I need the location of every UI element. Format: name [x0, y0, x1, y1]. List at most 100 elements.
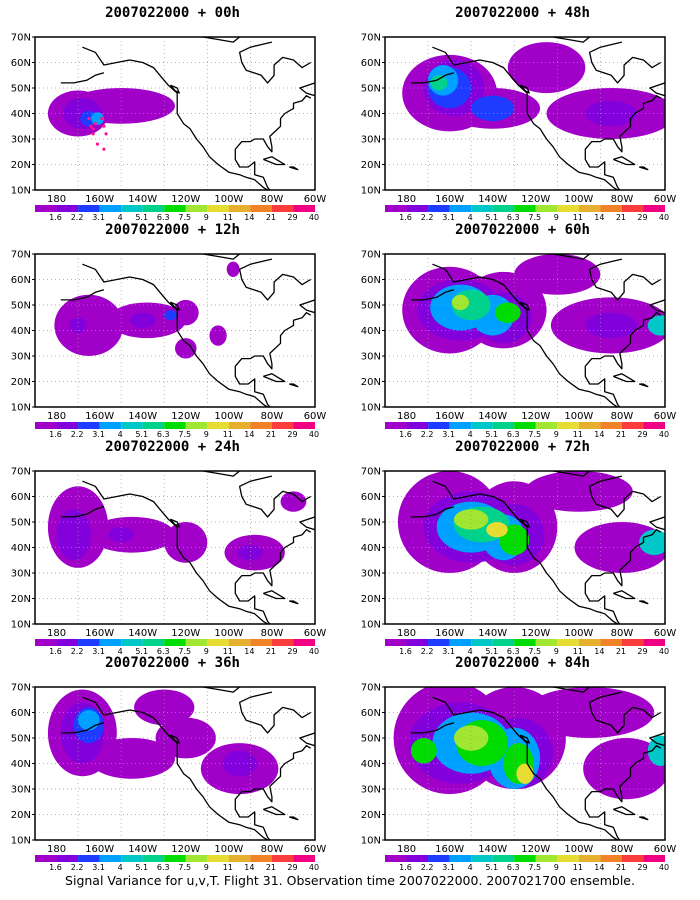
panel-title: 2007022000 + 60h: [455, 222, 590, 238]
coastline: [170, 301, 180, 311]
coastline: [263, 156, 286, 166]
colorbar-label: 4: [118, 863, 123, 870]
y-tick-label: 10N: [361, 836, 381, 847]
colorbar-swatch: [293, 422, 315, 429]
y-tick-label: 50N: [361, 301, 381, 312]
colorbar-swatch: [621, 855, 644, 862]
colorbar-swatch: [428, 422, 450, 429]
colorbar-swatch: [56, 205, 79, 212]
map-plot: 10N 20N 30N 40N 50N 60N 70N 180 160W 140W 120W 100W…: [11, 467, 327, 655]
colorbar-label: 40: [659, 863, 669, 870]
colorbar-label: 4: [468, 430, 473, 437]
coastline: [432, 263, 619, 407]
x-tick-label: 160W: [85, 628, 114, 639]
y-tick-label: 30N: [361, 569, 381, 580]
x-tick-label: 80W: [611, 628, 634, 639]
colorbar-label: 7.5: [178, 863, 191, 870]
y-tick-label: 60N: [361, 58, 381, 69]
x-tick-label: 120W: [171, 844, 200, 855]
colorbar-swatch: [78, 205, 100, 212]
colorbar-swatch: [293, 855, 315, 862]
variance-contour: [88, 738, 175, 779]
variance-contour: [91, 112, 104, 125]
colorbar-swatch: [514, 205, 536, 212]
x-tick-label: 60W: [654, 628, 677, 639]
coastline: [584, 745, 662, 840]
colorbar-swatch: [643, 205, 665, 212]
colorbar-swatch: [621, 639, 644, 646]
colorbar-label: 6.3: [157, 647, 170, 654]
coastline: [613, 806, 636, 816]
x-tick-label: 80W: [261, 844, 284, 855]
x-tick-label: 160W: [435, 411, 464, 422]
colorbar-label: 5.1: [485, 863, 498, 870]
x-tick-label: 120W: [521, 411, 550, 422]
x-tick-label: 60W: [654, 194, 677, 205]
colorbar-label: 2.2: [71, 863, 84, 870]
coastline: [639, 383, 649, 388]
x-tick-label: 60W: [304, 194, 327, 205]
coastline: [410, 722, 455, 734]
colorbar-label: 4: [118, 647, 123, 654]
colorbar-swatch: [78, 855, 100, 862]
coastline: [238, 258, 312, 301]
colorbar-label: 3.1: [442, 647, 455, 654]
colorbar-swatch: [99, 639, 122, 646]
colorbar-swatch: [428, 855, 450, 862]
x-tick-label: 160W: [435, 844, 464, 855]
coastline: [520, 518, 530, 528]
y-tick-label: 40N: [11, 543, 31, 554]
colorbar-swatch: [578, 422, 601, 429]
colorbar-label: 9: [204, 647, 209, 654]
y-tick-label: 30N: [11, 569, 31, 580]
colorbar-swatch: [271, 205, 294, 212]
panel-title: 2007022000 + 84h: [455, 655, 590, 671]
colorbar-label: 29: [637, 430, 647, 437]
x-tick-label: 120W: [521, 844, 550, 855]
variance-contour: [471, 95, 515, 122]
colorbar-label: 14: [244, 647, 254, 654]
variance-contour: [647, 735, 665, 767]
y-tick-label: 50N: [11, 84, 31, 95]
y-tick-label: 10N: [11, 836, 31, 847]
colorbar-label: 7.5: [178, 647, 191, 654]
x-tick-label: 80W: [611, 411, 634, 422]
flight-track-point: [95, 142, 100, 146]
coastline: [170, 518, 180, 528]
colorbar-swatch: [471, 855, 493, 862]
variance-contour: [237, 544, 264, 561]
y-tick-label: 40N: [11, 109, 31, 120]
flight-track-point: [100, 117, 104, 121]
x-tick-label: 100W: [564, 844, 593, 855]
colorbar-label: 2.2: [71, 213, 84, 220]
colorbar-swatch: [78, 422, 100, 429]
x-tick-label: 100W: [564, 411, 593, 422]
colorbar-swatch: [56, 422, 79, 429]
coastline: [202, 37, 241, 43]
x-tick-label: 120W: [171, 628, 200, 639]
y-tick-label: 40N: [361, 109, 381, 120]
x-tick-label: 100W: [214, 628, 243, 639]
colorbar-swatch: [578, 205, 601, 212]
colorbar-swatch: [121, 422, 143, 429]
y-tick-label: 10N: [11, 620, 31, 631]
colorbar-label: 4: [468, 213, 473, 220]
colorbar-label: 21: [266, 863, 276, 870]
y-tick-label: 60N: [11, 58, 31, 69]
colorbar-label: 11: [223, 647, 233, 654]
colorbar-label: 14: [594, 863, 604, 870]
colorbar-swatch: [406, 855, 429, 862]
colorbar-label: 14: [244, 430, 254, 437]
variance-contour: [585, 312, 637, 339]
variance-contour: [410, 738, 437, 764]
map-plot: 10N 20N 30N 40N 50N 60N 70N 180 160W 140W 120W 100W…: [11, 250, 327, 438]
colorbar-swatch: [142, 855, 165, 862]
coastline: [170, 84, 180, 94]
y-tick-label: 70N: [11, 33, 31, 44]
coastline: [520, 734, 530, 744]
colorbar-swatch: [492, 205, 515, 212]
colorbar-swatch: [185, 422, 208, 429]
coastline: [588, 691, 662, 734]
coastline: [234, 95, 312, 190]
variance-contour: [209, 325, 227, 346]
